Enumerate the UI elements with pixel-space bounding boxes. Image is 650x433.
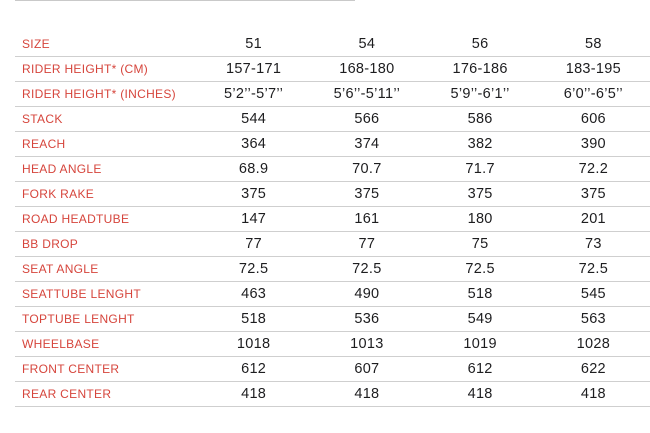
row-value: 374	[354, 136, 380, 152]
row-value: 1018	[236, 336, 271, 352]
row-value: 563	[580, 311, 606, 327]
row-value: 161	[354, 211, 380, 227]
row-value: 75	[471, 236, 489, 252]
geometry-table: SIZE 51 54 56 58 RIDER HEIGHT* (CM) 157-…	[15, 32, 650, 407]
row-value: 147	[241, 211, 267, 227]
row-label: TOPTUBE LENGHT	[22, 312, 135, 326]
row-value: 5’6’’-5’11’’	[333, 86, 401, 102]
row-value: 168-180	[339, 61, 395, 77]
row-value: 176-186	[452, 61, 508, 77]
row-value: 607	[354, 361, 380, 377]
row-value: 72.5	[578, 261, 609, 277]
row-value: 5’2’’-5’7’’	[224, 86, 284, 102]
row-value: 390	[580, 136, 606, 152]
table-row-rider-height-cm: RIDER HEIGHT* (CM) 157-171 168-180 176-1…	[15, 57, 650, 82]
row-value: 418	[580, 386, 606, 402]
row-value: 72.2	[578, 161, 609, 177]
row-value: 54	[358, 36, 376, 52]
row-value: 375	[467, 186, 493, 202]
table-row-fork-rake: FORK RAKE 375 375 375 375	[15, 182, 650, 207]
row-value: 622	[580, 361, 606, 377]
row-value: 5’9’’-6’1’’	[450, 86, 510, 102]
table-row-wheelbase: WHEELBASE 1018 1013 1019 1028	[15, 332, 650, 357]
row-value: 1028	[576, 336, 611, 352]
row-label: REACH	[22, 137, 66, 151]
row-label: HEAD ANGLE	[22, 162, 102, 176]
row-label: ROAD HEADTUBE	[22, 212, 130, 226]
row-label: REAR CENTER	[22, 387, 112, 401]
row-value: 77	[245, 236, 262, 252]
row-value: 518	[467, 286, 493, 302]
table-row-rider-height-inches: RIDER HEIGHT* (INCHES) 5’2’’-5’7’’ 5’6’’…	[15, 82, 650, 107]
table-row-seat-angle: SEAT ANGLE 72.5 72.5 72.5 72.5	[15, 257, 650, 282]
row-value: 518	[241, 311, 267, 327]
row-value: 71.7	[465, 161, 495, 177]
row-label: BB DROP	[22, 237, 79, 251]
top-partial-divider	[15, 0, 355, 1]
row-value: 72.5	[465, 261, 495, 277]
row-value: 72.5	[352, 261, 382, 277]
row-value: 549	[467, 311, 493, 327]
row-value: 536	[354, 311, 380, 327]
table-row-head-angle: HEAD ANGLE 68.9 70.7 71.7 72.2	[15, 157, 650, 182]
row-value: 566	[354, 111, 380, 127]
row-value: 201	[580, 211, 606, 227]
table-row-toptube-lenght: TOPTUBE LENGHT 518 536 549 563	[15, 307, 650, 332]
row-value: 545	[580, 286, 606, 302]
table-row-bb-drop: BB DROP 77 77 75 73	[15, 232, 650, 257]
table-row-size: SIZE 51 54 56 58	[15, 32, 650, 57]
table-row-reach: REACH 364 374 382 390	[15, 132, 650, 157]
row-value: 56	[471, 36, 489, 52]
row-value: 418	[467, 386, 493, 402]
row-label: SEAT ANGLE	[22, 262, 99, 276]
row-value: 70.7	[352, 161, 382, 177]
row-value: 418	[241, 386, 267, 402]
row-value: 72.5	[238, 261, 269, 277]
row-value: 606	[580, 111, 606, 127]
row-value: 375	[354, 186, 380, 202]
table-row-seattube-lenght: SEATTUBE LENGHT 463 490 518 545	[15, 282, 650, 307]
row-value: 73	[585, 236, 602, 252]
table-row-front-center: FRONT CENTER 612 607 612 622	[15, 357, 650, 382]
row-label: SIZE	[22, 37, 50, 51]
row-value: 544	[241, 111, 267, 127]
row-value: 375	[580, 186, 606, 202]
row-value: 6’0’’-6’5’’	[563, 86, 623, 102]
row-label: RIDER HEIGHT* (INCHES)	[22, 87, 176, 101]
row-value: 77	[358, 236, 376, 252]
row-value: 1013	[350, 336, 384, 352]
table-row-road-headtube: ROAD HEADTUBE 147 161 180 201	[15, 207, 650, 232]
row-value: 586	[467, 111, 493, 127]
row-value: 58	[585, 36, 602, 52]
row-value: 375	[241, 186, 267, 202]
row-value: 490	[354, 286, 380, 302]
row-value: 612	[467, 361, 493, 377]
row-value: 463	[241, 286, 267, 302]
row-value: 382	[467, 136, 493, 152]
row-value: 1019	[463, 336, 497, 352]
row-value: 180	[467, 211, 493, 227]
row-label: WHEELBASE	[22, 337, 100, 351]
row-value: 51	[245, 36, 262, 52]
row-label: STACK	[22, 112, 63, 126]
row-label: FORK RAKE	[22, 187, 95, 201]
table-row-stack: STACK 544 566 586 606	[15, 107, 650, 132]
row-value: 68.9	[238, 161, 269, 177]
row-value: 418	[354, 386, 380, 402]
table-row-rear-center: REAR CENTER 418 418 418 418	[15, 382, 650, 407]
row-label: FRONT CENTER	[22, 362, 120, 376]
row-value: 183-195	[565, 61, 622, 77]
row-value: 364	[241, 136, 267, 152]
row-label: SEATTUBE LENGHT	[22, 287, 141, 301]
row-value: 157-171	[225, 61, 282, 77]
row-label: RIDER HEIGHT* (CM)	[22, 62, 149, 76]
row-value: 612	[241, 361, 267, 377]
